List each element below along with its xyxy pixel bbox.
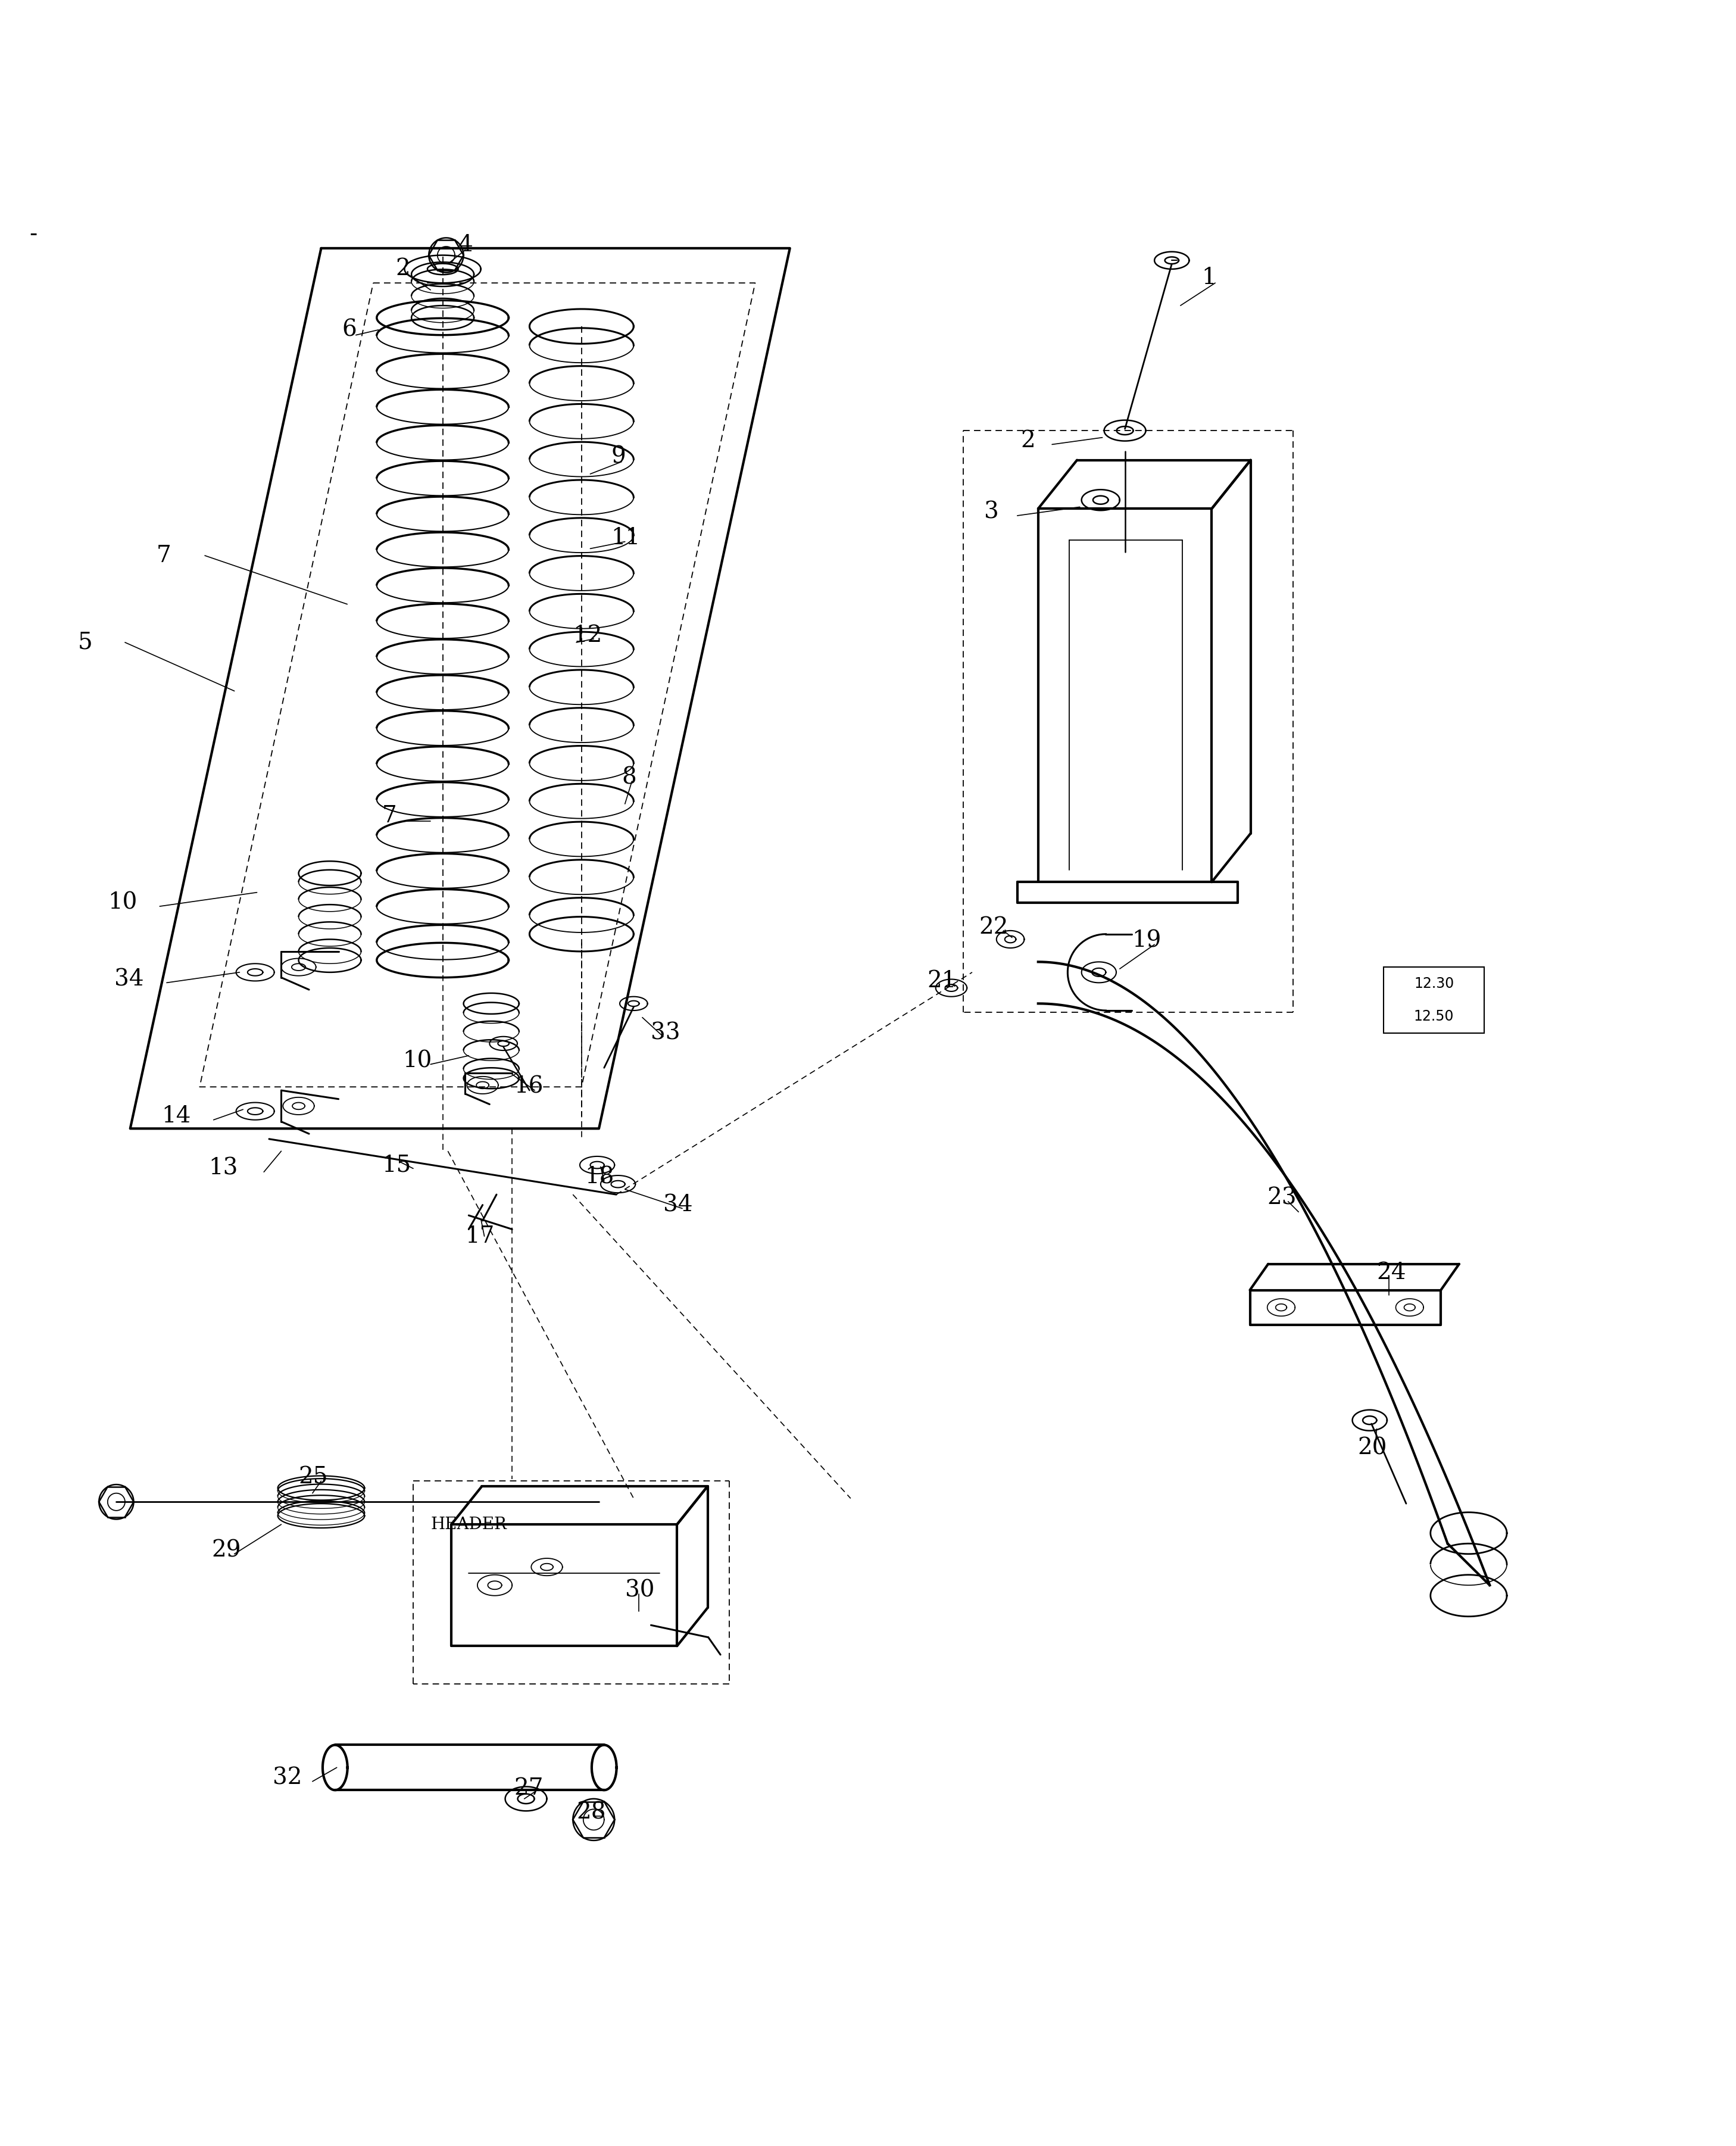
Text: 25: 25 (299, 1466, 328, 1489)
Text: 12: 12 (573, 624, 602, 646)
Text: 17: 17 (465, 1225, 495, 1247)
Text: 15: 15 (382, 1155, 411, 1176)
Text: HEADER: HEADER (431, 1517, 507, 1532)
Text: 4: 4 (458, 234, 474, 255)
Bar (1384, 968, 1484, 1032)
Text: 22: 22 (979, 916, 1009, 938)
Text: 27: 27 (514, 1777, 543, 1798)
Text: 21: 21 (927, 970, 957, 991)
Text: 12.30: 12.30 (1413, 976, 1455, 991)
Text: 9: 9 (611, 446, 625, 468)
Text: 5: 5 (78, 631, 92, 652)
Text: 16: 16 (514, 1075, 543, 1099)
Text: 19: 19 (1132, 929, 1161, 953)
Text: 10: 10 (108, 893, 137, 914)
Text: 10: 10 (403, 1049, 432, 1071)
Text: 13: 13 (208, 1157, 238, 1180)
Text: 24: 24 (1377, 1262, 1406, 1283)
Text: 7: 7 (382, 805, 396, 826)
Text: 29: 29 (212, 1539, 241, 1562)
Text: 32: 32 (273, 1766, 302, 1790)
Text: 11: 11 (611, 528, 641, 549)
Text: 34: 34 (115, 968, 144, 989)
Text: 34: 34 (663, 1193, 693, 1217)
Text: 33: 33 (651, 1021, 681, 1045)
Text: 8: 8 (621, 766, 635, 790)
Text: 30: 30 (625, 1579, 654, 1601)
Text: 23: 23 (1267, 1187, 1297, 1208)
Text: 12.50: 12.50 (1413, 1009, 1455, 1024)
Text: 2: 2 (1021, 429, 1035, 453)
Text: 7: 7 (156, 545, 170, 567)
Text: 2: 2 (396, 258, 410, 281)
Text: 3: 3 (984, 502, 998, 524)
Text: 6: 6 (342, 320, 356, 341)
Text: 20: 20 (1358, 1438, 1387, 1459)
Text: -: - (30, 223, 38, 245)
Text: 28: 28 (576, 1803, 606, 1824)
Text: 18: 18 (585, 1165, 615, 1189)
Text: 1: 1 (1201, 266, 1215, 290)
Text: 14: 14 (161, 1105, 191, 1127)
